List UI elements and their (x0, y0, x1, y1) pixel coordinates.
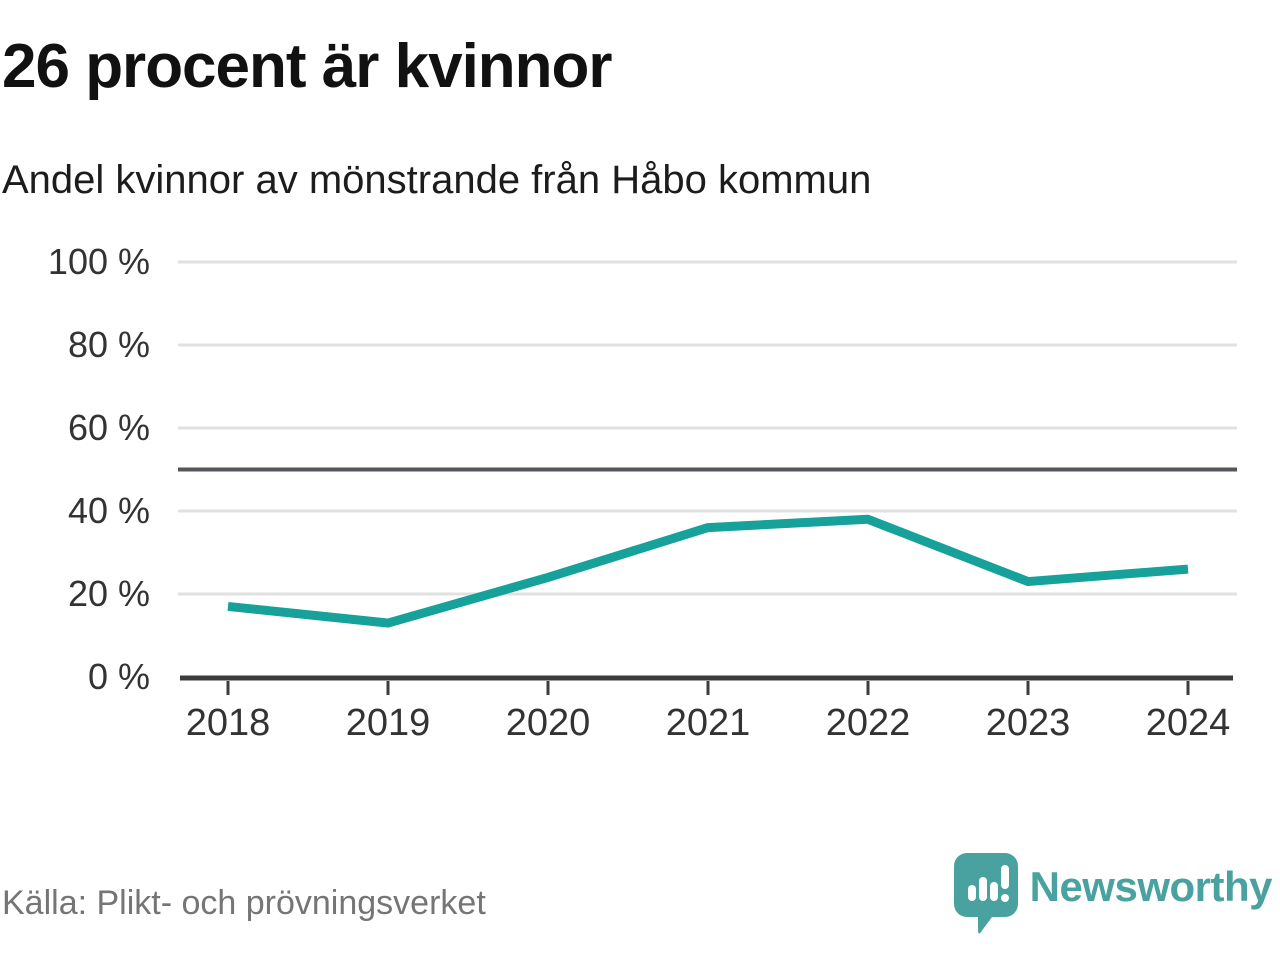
newsworthy-logo-icon (953, 853, 1018, 934)
y-axis-label: 0 % (87, 656, 150, 697)
x-axis-label: 2021 (665, 702, 751, 744)
x-axis-label: 2018 (185, 702, 271, 744)
x-axis-label: 2022 (825, 702, 911, 744)
newsworthy-wordmark: Newsworthy (1029, 863, 1273, 910)
chart-subtitle: Andel kvinnor av mönstrande från Håbo ko… (2, 158, 872, 202)
x-axis-label: 2019 (345, 702, 431, 744)
chart-title: 26 procent är kvinnor (2, 32, 613, 101)
x-axis-label: 2024 (1145, 702, 1231, 744)
y-axis-label: 20 % (67, 573, 150, 614)
source-note: Källa: Plikt- och prövningsverket (2, 884, 486, 922)
newsworthy-brand: Newsworthy (953, 853, 1273, 935)
y-axis-label: 100 % (47, 241, 150, 282)
x-axis-label: 2020 (505, 702, 591, 744)
y-axis-label: 60 % (67, 407, 150, 448)
trend-line (227, 514, 1189, 628)
x-axis-label: 2023 (985, 702, 1071, 744)
y-axis-label: 80 % (67, 324, 150, 365)
y-axis-label: 40 % (67, 490, 150, 531)
